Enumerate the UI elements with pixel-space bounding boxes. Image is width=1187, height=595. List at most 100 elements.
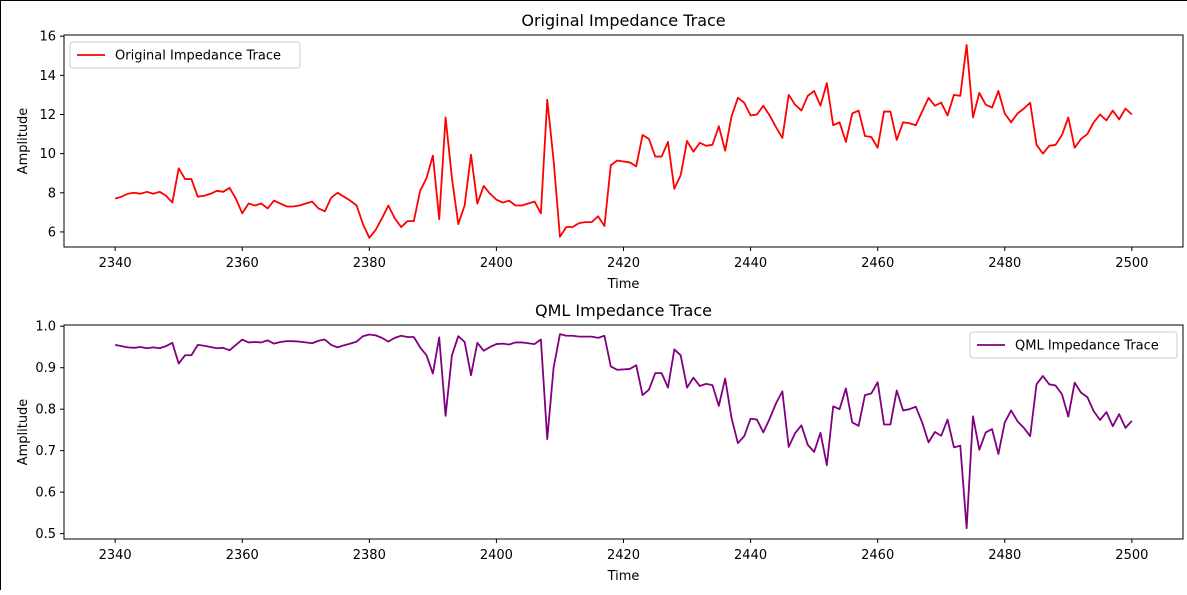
data-point: [356, 341, 357, 342]
data-point: [661, 373, 662, 374]
data-point: [369, 237, 370, 238]
data-point: [794, 104, 795, 105]
data-point: [756, 419, 757, 420]
data-point: [604, 225, 605, 226]
data-point: [375, 335, 376, 336]
data-point: [153, 347, 154, 348]
data-point: [706, 145, 707, 146]
data-point: [591, 336, 592, 337]
y-tick-label: 0.8: [35, 403, 56, 418]
data-point: [121, 346, 122, 347]
data-point: [814, 90, 815, 91]
data-point: [318, 208, 319, 209]
data-point: [248, 203, 249, 204]
data-point: [585, 222, 586, 223]
data-point: [1119, 414, 1120, 415]
data-point: [686, 387, 687, 388]
data-point: [115, 344, 116, 345]
data-point: [204, 345, 205, 346]
data-point: [439, 219, 440, 220]
data-point: [655, 156, 656, 157]
data-point: [871, 393, 872, 394]
y-tick-label: 8: [48, 186, 56, 201]
data-point: [165, 195, 166, 196]
data-point: [292, 341, 293, 342]
data-point: [737, 97, 738, 98]
data-point: [972, 416, 973, 417]
data-point: [528, 343, 529, 344]
data-point: [1068, 416, 1069, 417]
data-point: [902, 122, 903, 123]
data-point: [1030, 102, 1031, 103]
data-point: [934, 105, 935, 106]
data-point: [674, 188, 675, 189]
data-point: [934, 431, 935, 432]
data-point: [667, 387, 668, 388]
data-point: [623, 369, 624, 370]
data-point: [648, 389, 649, 390]
data-point: [1093, 122, 1094, 123]
data-point: [191, 355, 192, 356]
data-point: [470, 154, 471, 155]
data-point: [540, 213, 541, 214]
data-point: [915, 125, 916, 126]
data-point: [991, 429, 992, 430]
data-point: [1131, 420, 1132, 421]
data-point: [953, 447, 954, 448]
data-point: [1049, 145, 1050, 146]
data-point: [750, 418, 751, 419]
data-point: [794, 433, 795, 434]
data-point: [521, 342, 522, 343]
y-tick-label: 16: [39, 30, 56, 45]
data-point: [343, 196, 344, 197]
x-axis-label: Time: [607, 277, 640, 292]
data-point: [426, 178, 427, 179]
data-point: [661, 156, 662, 157]
data-point: [381, 337, 382, 338]
data-point: [1093, 411, 1094, 412]
data-point: [782, 137, 783, 138]
data-point: [401, 335, 402, 336]
data-point: [254, 341, 255, 342]
data-point: [470, 375, 471, 376]
data-point: [699, 142, 700, 143]
data-point: [407, 221, 408, 222]
data-point: [204, 195, 205, 196]
data-point: [432, 155, 433, 156]
data-point: [445, 415, 446, 416]
data-point: [1030, 436, 1031, 437]
chart-title: QML Impedance Trace: [535, 301, 712, 320]
data-point: [286, 341, 287, 342]
data-point: [985, 104, 986, 105]
data-point: [426, 355, 427, 356]
data-point: [458, 224, 459, 225]
data-point: [280, 203, 281, 204]
y-tick-label: 0.7: [35, 444, 56, 459]
data-point: [578, 336, 579, 337]
x-tick-label: 2340: [99, 548, 132, 563]
data-point: [210, 346, 211, 347]
data-point: [318, 340, 319, 341]
data-point: [852, 422, 853, 423]
data-point: [146, 348, 147, 349]
data-point: [331, 197, 332, 198]
data-point: [1017, 421, 1018, 422]
data-point: [566, 335, 567, 336]
data-point: [172, 202, 173, 203]
data-point: [744, 102, 745, 103]
data-point: [432, 373, 433, 374]
data-point: [744, 436, 745, 437]
data-point: [1011, 410, 1012, 411]
data-point: [979, 92, 980, 93]
legend-label: QML Impedance Trace: [1015, 339, 1159, 354]
data-point: [674, 349, 675, 350]
data-point: [890, 111, 891, 112]
legend-box: [969, 331, 1178, 359]
data-point: [1004, 113, 1005, 114]
data-point: [960, 95, 961, 96]
data-point: [184, 178, 185, 179]
data-point: [223, 347, 224, 348]
data-point: [534, 201, 535, 202]
data-point: [636, 166, 637, 167]
